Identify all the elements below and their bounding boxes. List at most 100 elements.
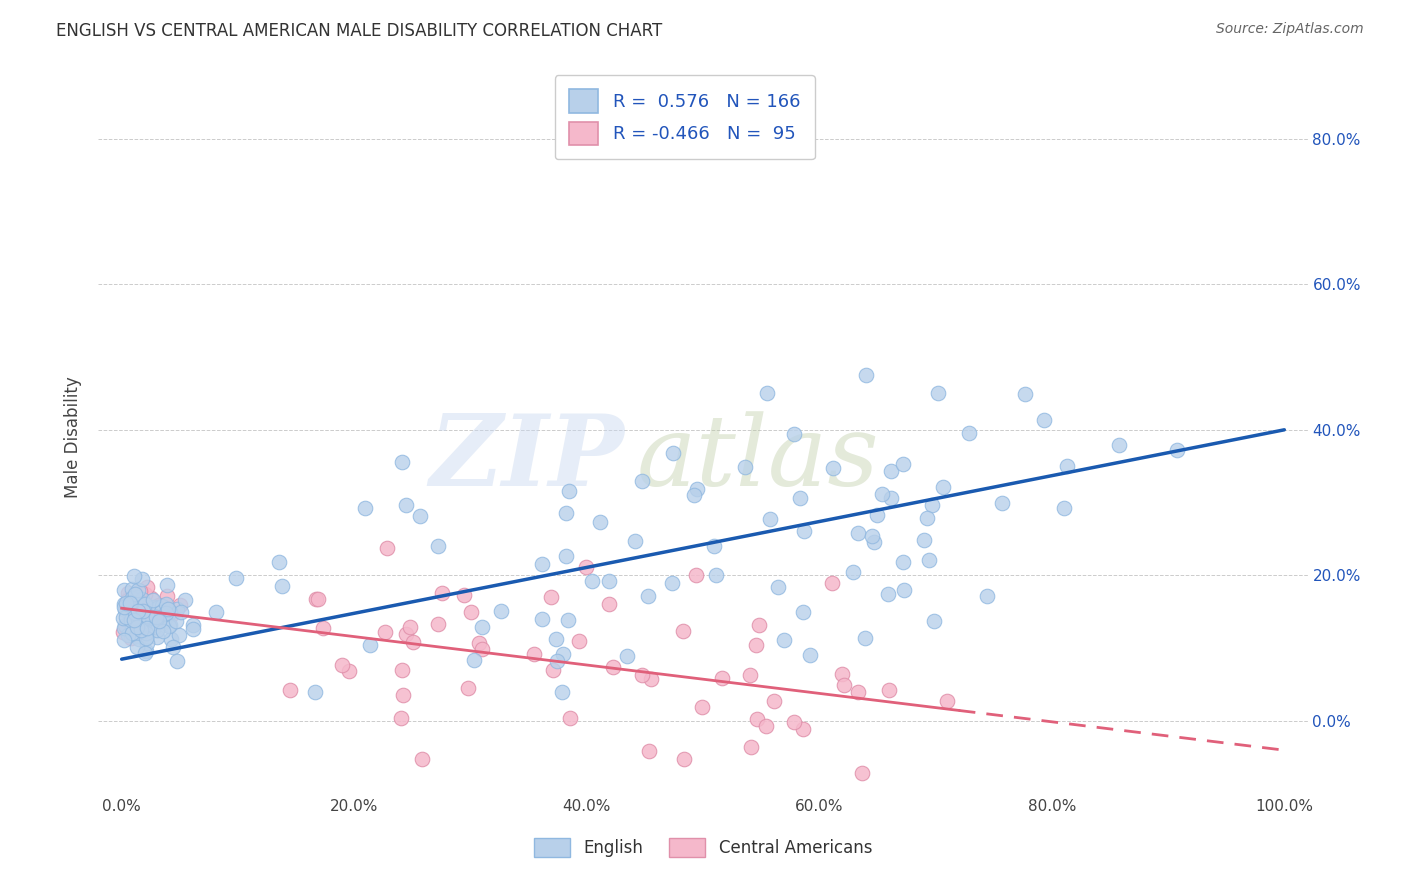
Point xyxy=(855,368,877,382)
Point xyxy=(121,582,143,596)
Point xyxy=(120,631,142,645)
Point xyxy=(489,604,512,618)
Point xyxy=(131,572,153,586)
Point xyxy=(631,475,654,489)
Point xyxy=(734,460,756,475)
Point xyxy=(121,607,143,621)
Point xyxy=(457,681,479,695)
Point xyxy=(976,590,998,604)
Point xyxy=(877,587,900,601)
Point xyxy=(453,588,475,602)
Point xyxy=(135,644,157,658)
Point xyxy=(353,501,375,516)
Point xyxy=(129,624,152,638)
Point xyxy=(114,603,136,617)
Point xyxy=(747,712,769,726)
Point xyxy=(879,464,901,478)
Point xyxy=(391,455,413,469)
Point xyxy=(131,591,153,606)
Point xyxy=(127,604,149,618)
Point xyxy=(957,426,980,441)
Point xyxy=(278,683,301,698)
Point xyxy=(846,526,869,541)
Point xyxy=(149,605,172,619)
Point xyxy=(411,752,433,766)
Point xyxy=(631,667,654,681)
Point xyxy=(124,587,146,601)
Point xyxy=(165,614,187,628)
Point xyxy=(792,722,814,736)
Point xyxy=(162,640,184,654)
Point xyxy=(395,498,418,512)
Point xyxy=(305,591,328,606)
Point xyxy=(575,560,598,574)
Point xyxy=(359,638,381,652)
Point xyxy=(160,607,183,621)
Point xyxy=(115,620,138,634)
Point xyxy=(460,605,482,619)
Point xyxy=(157,618,180,632)
Point xyxy=(121,594,143,608)
Point xyxy=(568,634,591,648)
Point xyxy=(125,620,148,634)
Point xyxy=(426,539,449,553)
Point xyxy=(112,583,135,598)
Point xyxy=(783,427,806,442)
Point xyxy=(138,611,160,625)
Point xyxy=(128,608,150,623)
Point xyxy=(138,605,160,619)
Point xyxy=(271,579,294,593)
Text: ENGLISH VS CENTRAL AMERICAN MALE DISABILITY CORRELATION CHART: ENGLISH VS CENTRAL AMERICAN MALE DISABIL… xyxy=(56,22,662,40)
Point xyxy=(135,607,157,621)
Point xyxy=(936,694,959,708)
Point xyxy=(267,555,290,569)
Point xyxy=(134,587,156,601)
Point xyxy=(181,622,204,636)
Point xyxy=(755,719,778,733)
Point xyxy=(893,582,915,597)
Point xyxy=(117,628,139,642)
Point xyxy=(862,534,884,549)
Point xyxy=(160,632,183,646)
Point xyxy=(150,599,173,613)
Point xyxy=(783,714,806,729)
Point xyxy=(1056,458,1078,473)
Point xyxy=(377,541,399,555)
Point xyxy=(471,620,494,634)
Point xyxy=(550,685,572,699)
Point xyxy=(1014,387,1036,401)
Point xyxy=(637,589,659,603)
Point xyxy=(156,589,179,603)
Point xyxy=(432,586,454,600)
Legend: English, Central Americans: English, Central Americans xyxy=(527,831,879,864)
Point xyxy=(118,590,141,604)
Point xyxy=(831,667,853,681)
Point xyxy=(389,711,412,725)
Text: ZIP: ZIP xyxy=(429,410,624,507)
Point xyxy=(128,607,150,621)
Point xyxy=(125,640,148,654)
Point xyxy=(399,620,422,634)
Point xyxy=(740,668,762,682)
Point xyxy=(851,766,873,780)
Point xyxy=(391,663,413,677)
Point xyxy=(152,624,174,638)
Point xyxy=(117,597,139,611)
Point xyxy=(860,528,883,542)
Point xyxy=(122,569,145,583)
Point xyxy=(128,601,150,615)
Point xyxy=(122,613,145,627)
Point xyxy=(662,446,685,460)
Point xyxy=(1108,438,1130,452)
Point xyxy=(821,576,844,591)
Point xyxy=(745,639,768,653)
Point xyxy=(135,625,157,640)
Point xyxy=(912,533,935,547)
Point xyxy=(118,613,141,627)
Point xyxy=(711,671,734,685)
Point xyxy=(1166,443,1188,458)
Point xyxy=(112,599,135,614)
Point xyxy=(598,574,620,588)
Point xyxy=(136,629,159,643)
Point xyxy=(169,605,191,619)
